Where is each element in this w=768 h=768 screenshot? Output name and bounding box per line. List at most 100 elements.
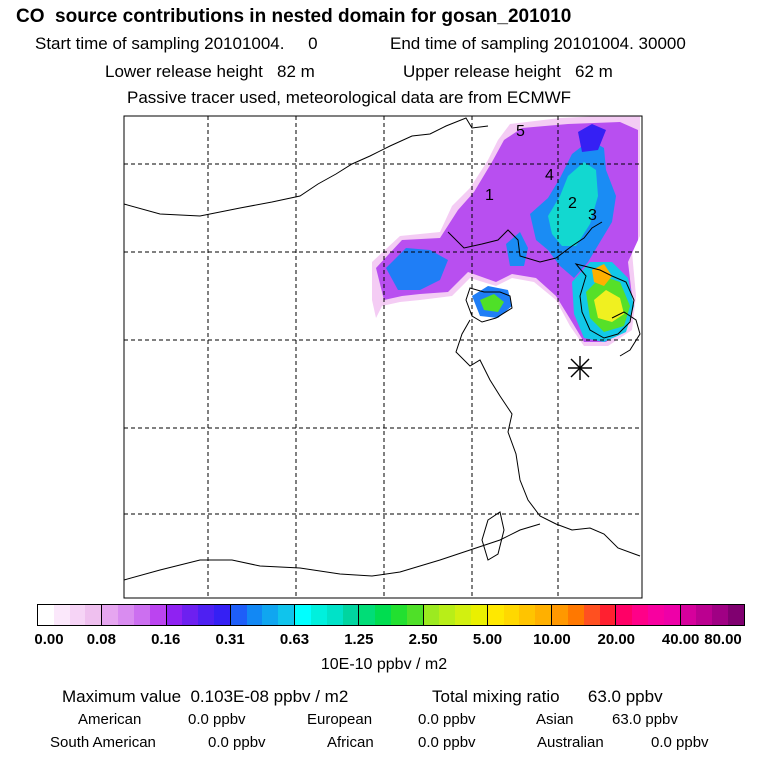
colorbar-swatch [680, 605, 697, 625]
coastline-korea [574, 263, 635, 339]
colorbar-swatch [648, 605, 664, 625]
colorbar-swatch [359, 605, 376, 625]
asian-label: Asian [536, 711, 574, 728]
colorbar-segment [102, 605, 167, 625]
colorbar-swatch [583, 605, 600, 625]
colorbar-tick-label: 0.08 [86, 631, 116, 648]
colorbar-swatch [310, 605, 327, 625]
plume-blue-west [506, 232, 528, 266]
colorbar-swatch [455, 605, 472, 625]
colorbar-swatch [552, 605, 568, 625]
australian-label: Australian [537, 734, 604, 751]
label-5: 5 [516, 123, 525, 140]
colorbar-tick-label: 40.00 [661, 631, 700, 648]
trajectory-labels: 1 2 3 4 5 [485, 123, 597, 224]
colorbar-swatch [278, 605, 295, 625]
upper-release-height: Upper release height 62 m [403, 62, 613, 81]
colorbar-swatch [567, 605, 584, 625]
colorbar-swatch [213, 605, 230, 625]
colorbar-segment [616, 605, 681, 625]
colorbar-swatch [439, 605, 456, 625]
max-value: Maximum value 0.103E-08 ppbv / m2 [62, 687, 349, 706]
colorbar-tick-label: 0.00 [34, 631, 64, 648]
colorbar-swatch [728, 605, 744, 625]
colorbar-swatch [616, 605, 633, 625]
colorbar-unit: 10E-10 ppbv / m2 [320, 656, 448, 673]
american-value: 0.0 ppbv [188, 711, 246, 728]
colorbar-segment [359, 605, 424, 625]
european-label: European [307, 711, 373, 728]
african-label: African [327, 734, 374, 751]
plot-title: CO source contributions in nested domain… [16, 6, 572, 27]
coastline-south [123, 523, 541, 581]
plume-yellow-east [594, 290, 624, 322]
south-american-value: 0.0 ppbv [208, 734, 266, 751]
colorbar-swatch [326, 605, 343, 625]
colorbar-swatch [471, 605, 487, 625]
colorbar-tick-label: 5.00 [472, 631, 503, 648]
colorbar-segment [38, 605, 103, 625]
colorbar-segment [295, 605, 360, 625]
lower-release-height: Lower release height 82 m [105, 62, 315, 81]
end-time: End time of sampling 20101004. 30000 [390, 34, 686, 53]
colorbar-segment [680, 605, 744, 625]
plume-blue-north-edge [578, 124, 606, 152]
colorbar-swatch [406, 605, 423, 625]
colorbar-swatch [295, 605, 311, 625]
colorbar-swatch [375, 605, 391, 625]
south-american-label: South American [50, 734, 156, 751]
coastline-east-china [455, 319, 641, 557]
colorbar-segment [230, 605, 296, 625]
plume-cyan-north [548, 162, 598, 246]
colorbar-tick-label: 0.63 [279, 631, 310, 648]
station-marker [568, 356, 592, 380]
colorbar-swatch [632, 605, 649, 625]
colorbar-segment [423, 605, 488, 625]
colorbar-tick-label: 20.00 [597, 631, 636, 648]
colorbar [37, 604, 745, 626]
colorbar-swatch [85, 605, 102, 625]
map-panel: 1 2 3 4 5 [123, 115, 643, 599]
label-1: 1 [485, 187, 494, 204]
plume-green-bay [480, 294, 504, 312]
coastline-shandong [465, 287, 513, 323]
colorbar-segment [166, 605, 231, 625]
label-4: 4 [545, 167, 554, 184]
colorbar-swatch [182, 605, 199, 625]
coastline-north [123, 117, 489, 217]
colorbar-swatch [262, 605, 279, 625]
total-mixing-ratio: Total mixing ratio 63.0 ppbv [432, 687, 663, 706]
colorbar-tick-label: 10.00 [533, 631, 571, 648]
colorbar-swatch [487, 605, 504, 625]
colorbar-swatch [102, 605, 119, 625]
coastline-bohai [447, 221, 603, 263]
african-value: 0.0 ppbv [418, 734, 476, 751]
colorbar-segment [487, 605, 553, 625]
colorbar-tick-label: 80.00 [704, 631, 742, 648]
colorbar-swatch [423, 605, 440, 625]
plume-blue [386, 248, 448, 290]
colorbar-swatch [69, 605, 86, 625]
colorbar-swatch [503, 605, 520, 625]
colorbar-swatch [53, 605, 70, 625]
colorbar-swatch [535, 605, 552, 625]
map-frame [123, 115, 643, 599]
colorbar-swatch [38, 605, 54, 625]
european-value: 0.0 ppbv [418, 711, 476, 728]
colorbar-swatch [198, 605, 214, 625]
colorbar-tick-label: 0.31 [215, 631, 245, 648]
colorbar-swatch [118, 605, 134, 625]
asian-value: 63.0 ppbv [612, 711, 678, 728]
colorbar-swatch [149, 605, 166, 625]
taiwan-outline [481, 511, 505, 561]
colorbar-swatch [230, 605, 247, 625]
tracer-note: Passive tracer used, meteorological data… [127, 88, 572, 107]
japan-outline [611, 311, 641, 357]
start-time: Start time of sampling 20101004. 0 [35, 34, 318, 53]
colorbar-swatch [133, 605, 150, 625]
colorbar-swatch [663, 605, 680, 625]
colorbar-swatch [599, 605, 616, 625]
colorbar-swatch [696, 605, 713, 625]
colorbar-segment [552, 605, 617, 625]
australian-value: 0.0 ppbv [651, 734, 709, 751]
